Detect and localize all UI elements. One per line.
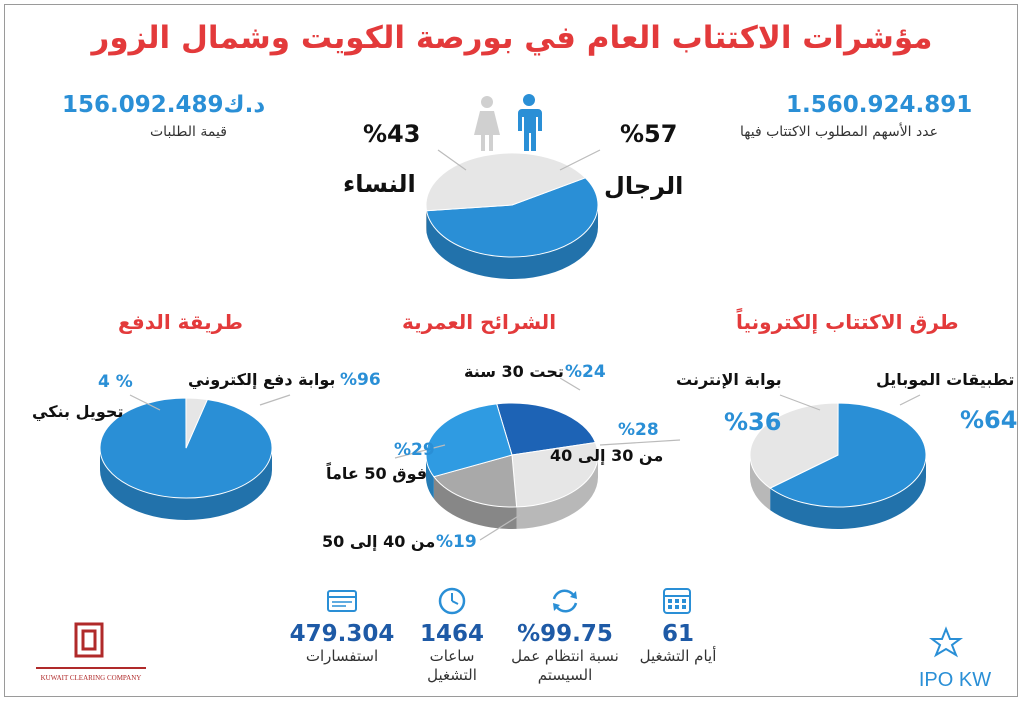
age40-50-label: من 40 إلى 50 [322,532,436,551]
gender-pie-side-0 [426,205,598,279]
mobile-label: تطبيقات الموبايل [876,370,1015,389]
mobile-pct: %64 [960,406,1018,434]
inquiries-label: استفسارات [305,647,379,665]
online-methods-pie [749,402,927,529]
payment-title: طريقة الدفع [118,310,243,334]
star-icon [929,626,963,658]
kcc-logo-caption: KUWAIT CLEARING COMPANY [40,674,142,682]
age-groups-title: الشرائح العمرية [402,310,557,334]
online-methods-pie-side-1 [750,455,771,511]
ipo-kw-text: IPO KW [918,669,992,691]
internet-pct: %36 [724,408,782,436]
shares-value: 1.560.924.891 [786,92,973,118]
women-label: النساء [343,170,416,198]
age30-40-label: من 30 إلى 40 [550,446,664,465]
mobile-leader [899,394,921,406]
internet-leader [779,394,821,411]
epay-pct: %96 [340,370,381,390]
under30-leader [559,377,581,391]
age-pie-slice-3 [425,403,513,478]
men-leader [559,149,601,171]
stat-operating-hours: 1464 ساعات التشغيل [400,585,504,685]
payment-pie-side-0 [100,448,272,520]
stat-inquiries: 479.304 استفسارات [280,585,404,666]
payment-pie [99,397,273,520]
bank-pct: % 4 [98,372,133,392]
ipo-kw-logo: IPO KW [900,625,1010,691]
stat-system-uptime: %99.75 نسبة انتظام عمل السيستم [500,585,630,685]
women-leader [437,149,467,171]
inquiries-value: 479.304 [289,621,395,647]
frame-border [4,4,1018,697]
online-methods-title: طرق الاكتتاب إلكترونياً [736,310,959,334]
age-pie-side-2 [433,476,517,529]
epay-label: بوابة دفع إلكتروني [188,370,336,389]
operating-days-value: 61 [661,621,694,647]
payment-pie-slice-1 [185,397,209,449]
operating-hours-label: ساعات التشغيل [427,647,477,684]
requests-label: قيمة الطلبات [150,124,227,140]
system-uptime-label: نسبة انتظام عمل السيستم [511,647,619,684]
clock-icon [438,587,466,615]
age40-50-pct: %19 [436,532,477,552]
calendar-icon [663,588,691,614]
epay-leader [259,394,291,406]
men-pct: %57 [620,120,678,148]
online-methods-pie-slice-0 [769,402,927,508]
age40-50-leader [479,514,521,541]
operating-days-label: أيام التشغيل [639,647,717,665]
gender-pie-slice-0 [425,177,599,258]
men-label: الرجال [604,172,684,200]
under30-label: تحت 30 سنة [464,362,564,381]
browser-icon [327,590,357,612]
internet-label: بوابة الإنترنت [676,370,782,389]
women-pct: %43 [363,120,421,148]
age-pie-slice-1 [511,441,599,508]
kcc-logo: KUWAIT CLEARING COMPANY [16,620,166,690]
gender-pie-slice-1 [425,152,587,212]
gender-pie [425,152,599,279]
age30-40-leader [599,439,681,446]
over50-pct: %29 [394,440,435,460]
under30-pct: %24 [565,362,606,382]
over50-leader [394,444,446,459]
requests-value: 156.092.489د.ك [62,92,266,118]
page-title: مؤشرات الاكتتاب العام في بورصة الكويت وش… [91,20,933,56]
age30-40-pct: %28 [618,420,659,440]
stat-operating-days: 61 أيام التشغيل [622,585,734,666]
age-pie-slice-2 [433,454,518,508]
age-pie-side-1 [516,455,598,529]
system-uptime-value: %99.75 [517,621,613,647]
operating-hours-value: 1464 [419,621,484,647]
refresh-icon [552,589,578,613]
online-methods-pie-slice-1 [749,402,839,489]
bank-label: تحويل بنكي [32,402,124,421]
over50-label: فوق 50 عاماً [326,464,428,483]
online-methods-pie-side-0 [770,455,926,529]
age-pie-side-3 [426,455,434,499]
age-pie [425,402,599,529]
shares-label: عدد الأسهم المطلوب الاكتتاب فيها [740,124,938,140]
bank-leader [129,394,161,411]
age-pie-slice-0 [496,402,597,456]
